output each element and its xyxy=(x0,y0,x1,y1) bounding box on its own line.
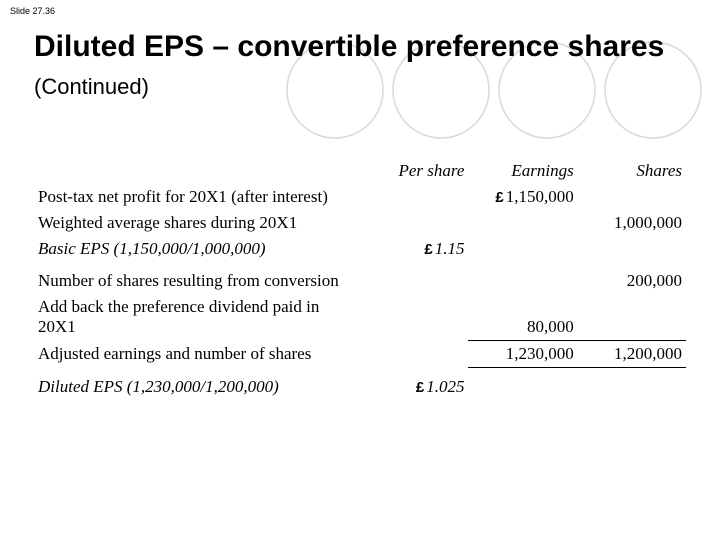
pound-icon: £ xyxy=(495,189,505,206)
value-per-share: £1.025 xyxy=(362,374,468,400)
slide-number: Slide 27.36 xyxy=(10,6,55,16)
col-per-share: Per share xyxy=(362,158,468,184)
title-continued: (Continued) xyxy=(34,74,149,99)
label: Weighted average shares during 20X1 xyxy=(34,210,362,236)
label: Adjusted earnings and number of shares xyxy=(34,340,362,367)
row-adjusted: Adjusted earnings and number of shares 1… xyxy=(34,340,686,367)
label: Diluted EPS (1,230,000/1,200,000) xyxy=(34,374,362,400)
table-header-row: Per share Earnings Shares xyxy=(34,158,686,184)
row-basic-eps: Basic EPS (1,150,000/1,000,000) £1.15 xyxy=(34,236,686,262)
slide-title: Diluted EPS – convertible preference sha… xyxy=(34,28,700,103)
title-main: Diluted EPS – convertible preference sha… xyxy=(34,30,664,63)
value-earnings: 1,230,000 xyxy=(468,340,577,367)
row-addback: Add back the preference dividend paid in… xyxy=(34,294,686,340)
value-earnings: £1,150,000 xyxy=(468,184,577,210)
label: Number of shares resulting from conversi… xyxy=(34,268,362,294)
value-per-share: £1.15 xyxy=(362,236,468,262)
value-shares: 1,200,000 xyxy=(578,340,686,367)
pound-icon: £ xyxy=(416,379,426,396)
row-weighted-avg: Weighted average shares during 20X1 1,00… xyxy=(34,210,686,236)
row-conversion: Number of shares resulting from conversi… xyxy=(34,268,686,294)
label: Post-tax net profit for 20X1 (after inte… xyxy=(34,184,362,210)
row-post-tax: Post-tax net profit for 20X1 (after inte… xyxy=(34,184,686,210)
value-earnings: 80,000 xyxy=(468,294,577,340)
label: Basic EPS (1,150,000/1,000,000) xyxy=(34,236,362,262)
label: Add back the preference dividend paid in… xyxy=(34,294,362,340)
value-shares: 1,000,000 xyxy=(578,210,686,236)
pound-icon: £ xyxy=(424,241,434,258)
col-shares: Shares xyxy=(578,158,686,184)
eps-table: Per share Earnings Shares Post-tax net p… xyxy=(34,158,686,400)
value-shares: 200,000 xyxy=(578,268,686,294)
col-blank xyxy=(34,158,362,184)
col-earnings: Earnings xyxy=(468,158,577,184)
row-diluted-eps: Diluted EPS (1,230,000/1,200,000) £1.025 xyxy=(34,374,686,400)
